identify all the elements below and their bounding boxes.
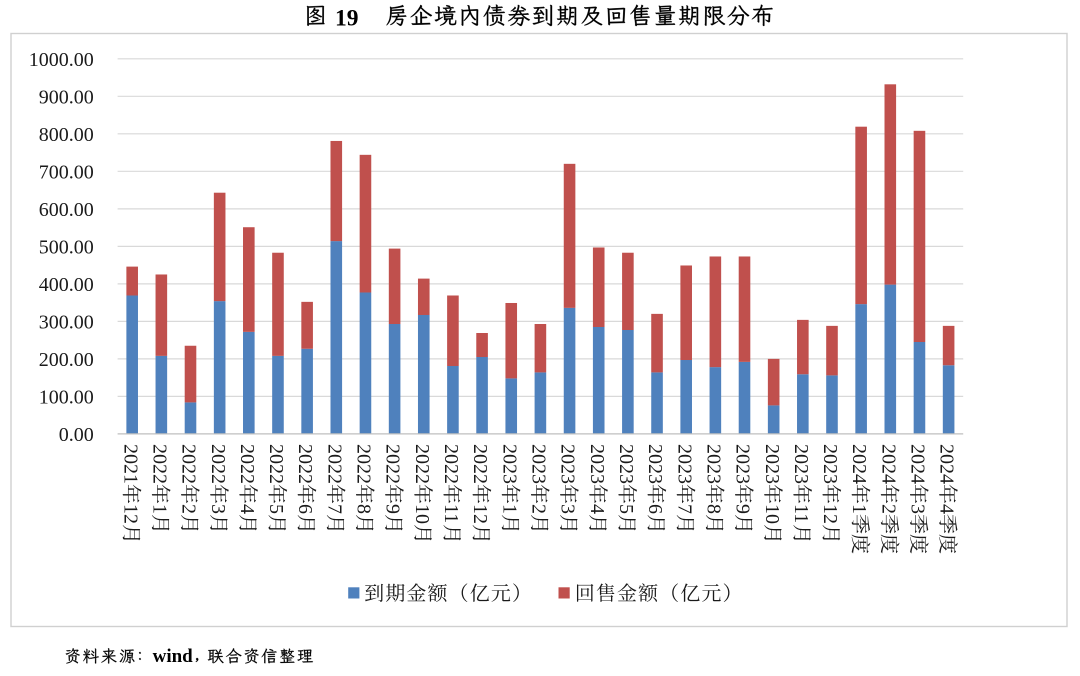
svg-text:2: 2	[178, 504, 200, 514]
svg-text:0.00: 0.00	[59, 424, 94, 446]
svg-text:2022: 2022	[207, 444, 229, 484]
svg-text:7: 7	[673, 504, 695, 514]
svg-text:9: 9	[382, 504, 404, 514]
svg-text:2024: 2024	[877, 444, 899, 484]
svg-text:800.00: 800.00	[39, 124, 94, 146]
svg-text:2022: 2022	[353, 444, 375, 484]
svg-text:1000.00: 1000.00	[29, 49, 94, 71]
svg-text:2023: 2023	[498, 444, 520, 484]
svg-text:2: 2	[877, 504, 899, 514]
svg-text:4: 4	[586, 504, 608, 514]
svg-text:3: 3	[907, 504, 929, 514]
svg-text:2023: 2023	[557, 444, 579, 484]
svg-text:9: 9	[732, 504, 754, 514]
svg-text:2024: 2024	[907, 444, 929, 484]
svg-text:2022: 2022	[265, 444, 287, 484]
svg-text:2023: 2023	[790, 444, 812, 484]
svg-text:2023: 2023	[702, 444, 724, 484]
svg-text:3: 3	[207, 504, 229, 514]
svg-text:5: 5	[615, 504, 637, 514]
svg-text:2: 2	[528, 504, 550, 514]
svg-text:12: 12	[819, 504, 841, 524]
svg-text:6: 6	[644, 504, 666, 514]
svg-text:2022: 2022	[148, 444, 170, 484]
svg-text:8: 8	[702, 504, 724, 514]
svg-text:2022: 2022	[440, 444, 462, 484]
svg-text:2023: 2023	[615, 444, 637, 484]
svg-text:2023: 2023	[819, 444, 841, 484]
svg-text:500.00: 500.00	[39, 236, 94, 258]
svg-text:400.00: 400.00	[39, 274, 94, 296]
svg-text:1: 1	[498, 504, 520, 514]
svg-text:100.00: 100.00	[39, 386, 94, 408]
svg-text:2023: 2023	[761, 444, 783, 484]
svg-text:2024: 2024	[936, 444, 958, 484]
svg-text:11: 11	[790, 504, 812, 523]
svg-text:4: 4	[936, 504, 958, 514]
svg-text:12: 12	[119, 504, 141, 524]
svg-text:wind: wind	[153, 646, 194, 667]
svg-text:2023: 2023	[644, 444, 666, 484]
svg-text:12: 12	[469, 504, 491, 524]
svg-text:2022: 2022	[178, 444, 200, 484]
svg-text:2022: 2022	[294, 444, 316, 484]
svg-text:4: 4	[236, 504, 258, 514]
svg-text:2023: 2023	[586, 444, 608, 484]
svg-text:1: 1	[148, 504, 170, 514]
svg-text:1: 1	[848, 504, 870, 514]
svg-text:19: 19	[335, 5, 359, 31]
svg-text:2022: 2022	[382, 444, 404, 484]
svg-text:2021: 2021	[119, 444, 141, 484]
svg-text:2022: 2022	[469, 444, 491, 484]
svg-text:2022: 2022	[236, 444, 258, 484]
svg-text:5: 5	[265, 504, 287, 514]
svg-text:10: 10	[411, 504, 433, 524]
svg-text:2024: 2024	[848, 444, 870, 484]
svg-text:200.00: 200.00	[39, 349, 94, 371]
svg-text:3: 3	[557, 504, 579, 514]
svg-text:2023: 2023	[732, 444, 754, 484]
svg-text:900.00: 900.00	[39, 86, 94, 108]
svg-text:300.00: 300.00	[39, 311, 94, 333]
svg-text:600.00: 600.00	[39, 199, 94, 221]
svg-text:11: 11	[440, 504, 462, 523]
svg-text:7: 7	[323, 504, 345, 514]
svg-text:2023: 2023	[673, 444, 695, 484]
svg-text:2022: 2022	[411, 444, 433, 484]
svg-text:2022: 2022	[323, 444, 345, 484]
svg-text:2023: 2023	[528, 444, 550, 484]
svg-text:6: 6	[294, 504, 316, 514]
svg-text:10: 10	[761, 504, 783, 524]
svg-text:8: 8	[353, 504, 375, 514]
svg-text:700.00: 700.00	[39, 161, 94, 183]
